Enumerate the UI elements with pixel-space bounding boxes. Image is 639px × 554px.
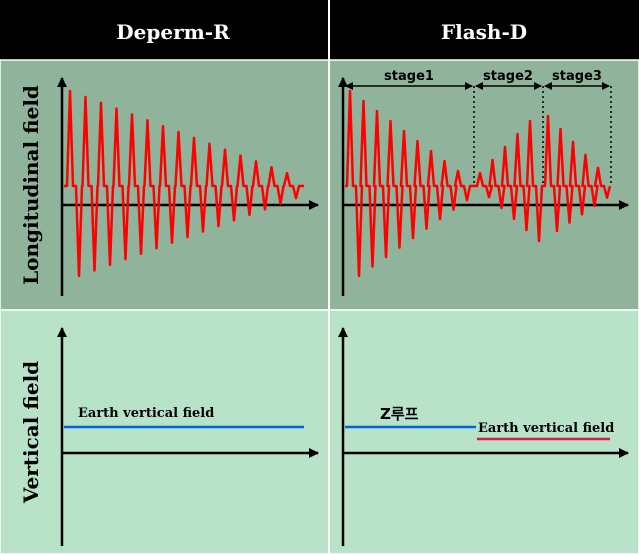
stage2-label: stage2 — [483, 69, 533, 84]
row-label-vertical: Vertical field — [19, 361, 43, 504]
stage1-label: stage1 — [384, 69, 434, 84]
deperm-longitudinal-signal — [64, 89, 304, 278]
stage3-label: stage3 — [552, 69, 602, 84]
stage-markers: stage1 stage2 stage3 — [345, 69, 612, 186]
flash-earth-vertical-field-label: Earth vertical field — [478, 421, 614, 436]
flash-longitudinal-signal — [345, 89, 612, 278]
header-row — [0, 0, 639, 60]
column-header-flash-d: Flash-D — [441, 20, 527, 44]
deperm-earth-vertical-field-label: Earth vertical field — [78, 406, 214, 421]
flash-z-loop-label: Z루프 — [380, 405, 419, 423]
row-label-longitudinal: Longitudinal field — [19, 85, 43, 285]
column-header-deperm-r: Deperm-R — [116, 20, 230, 44]
vertical-row — [0, 309, 639, 554]
